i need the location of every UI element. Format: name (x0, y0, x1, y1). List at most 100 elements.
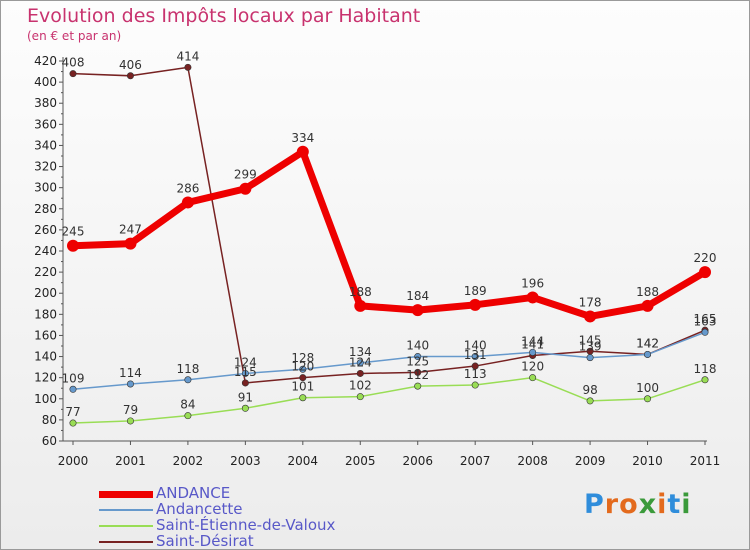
y-tick-label: 280 (34, 202, 57, 216)
data-label: 91 (238, 390, 253, 404)
data-label: 184 (406, 289, 429, 303)
y-tick-label: 380 (34, 96, 57, 110)
data-label: 115 (234, 365, 257, 379)
data-label: 140 (464, 339, 487, 353)
data-point (414, 382, 422, 390)
y-tick-label: 240 (34, 244, 57, 258)
y-tick-label: 360 (34, 117, 57, 131)
data-label: 131 (464, 348, 487, 362)
y-tick-label: 200 (34, 286, 57, 300)
data-point (644, 350, 652, 358)
legend-label: Saint-Étienne-de-Valoux (156, 516, 336, 534)
data-label: 196 (521, 276, 544, 290)
y-tick-label: 140 (34, 350, 57, 364)
y-tick-label: 420 (34, 54, 57, 68)
data-label: 188 (349, 285, 372, 299)
data-point (356, 359, 364, 367)
chart-title: Evolution des Impôts locaux par Habitant (27, 5, 421, 27)
data-label: 139 (579, 340, 602, 354)
data-label: 178 (579, 295, 602, 309)
data-point (241, 404, 249, 412)
x-tick-label: 2010 (632, 454, 663, 468)
data-label: 120 (291, 360, 314, 374)
data-label: 163 (694, 314, 717, 328)
data-label: 125 (406, 354, 429, 368)
series-line-0 (72, 148, 707, 320)
data-point (411, 304, 424, 317)
data-point (586, 354, 594, 362)
data-point (241, 379, 249, 387)
data-point (299, 394, 307, 402)
data-point (296, 145, 309, 158)
data-point (126, 380, 134, 388)
data-label: 112 (406, 368, 429, 382)
data-point (184, 412, 192, 420)
x-tick-label: 2006 (402, 454, 433, 468)
data-point (354, 299, 367, 312)
y-tick-label: 320 (34, 160, 57, 174)
y-tick-label: 80 (42, 413, 57, 427)
data-label: 406 (119, 58, 142, 72)
data-label: 98 (582, 383, 597, 397)
data-point (69, 419, 77, 427)
y-tick-label: 100 (34, 392, 57, 406)
data-point (471, 381, 479, 389)
data-label: 220 (694, 251, 717, 265)
data-point (701, 328, 709, 336)
data-label: 144 (521, 334, 544, 348)
data-point (356, 369, 364, 377)
data-point (414, 368, 422, 376)
data-point (701, 376, 709, 384)
series-line-2 (72, 376, 706, 424)
chart-subtitle: (en € et par an) (27, 29, 122, 43)
data-point (126, 417, 134, 425)
y-tick-label: 60 (42, 434, 57, 448)
data-point (414, 353, 422, 361)
data-label: 109 (62, 371, 85, 385)
data-point (69, 70, 77, 78)
x-tick-label: 2004 (288, 454, 319, 468)
y-tick-label: 300 (34, 181, 57, 195)
data-label: 414 (176, 49, 199, 63)
data-label: 299 (234, 168, 257, 182)
legend-label: ANDANCE (156, 484, 231, 502)
data-label: 128 (291, 351, 314, 365)
data-point (299, 365, 307, 373)
data-label: 120 (521, 360, 544, 374)
data-point (124, 237, 137, 250)
data-point (184, 376, 192, 384)
data-label: 245 (62, 225, 85, 239)
data-label: 145 (579, 333, 602, 347)
data-point (356, 393, 364, 401)
x-tick-label: 2005 (345, 454, 376, 468)
legend-label: Andancette (156, 500, 243, 518)
legend-label: Saint-Désirat (156, 532, 254, 550)
data-point (471, 362, 479, 370)
data-label: 188 (636, 285, 659, 299)
data-label: 334 (291, 131, 314, 145)
data-label: 100 (636, 381, 659, 395)
data-label: 113 (464, 367, 487, 381)
data-point (126, 72, 134, 80)
y-tick-label: 400 (34, 75, 57, 89)
series-line-3 (72, 66, 706, 384)
data-point (699, 266, 711, 279)
legend-swatch (99, 509, 153, 511)
y-tick-label: 260 (34, 223, 57, 237)
x-tick-label: 2007 (460, 454, 491, 468)
data-point (181, 196, 194, 209)
x-tick-label: 2000 (58, 454, 89, 468)
data-label: 124 (349, 355, 372, 369)
data-point (299, 374, 307, 382)
data-point (526, 291, 539, 304)
legend-swatch (99, 490, 153, 498)
data-label: 165 (694, 312, 717, 326)
data-label: 101 (291, 380, 314, 394)
data-point (67, 239, 79, 252)
data-label: 141 (521, 338, 544, 352)
y-tick-label: 220 (34, 265, 57, 279)
data-label: 247 (119, 223, 142, 237)
data-label: 408 (62, 56, 85, 70)
data-label: 140 (406, 339, 429, 353)
